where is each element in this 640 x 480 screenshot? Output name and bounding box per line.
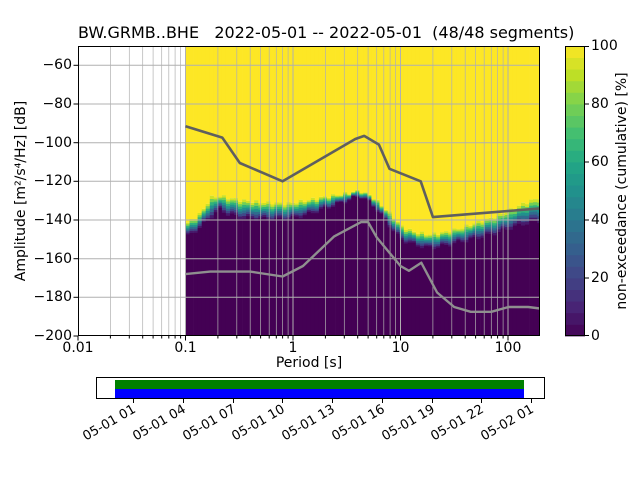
y-tick-label: −100 (33, 134, 72, 151)
coverage-tick-mark (531, 399, 532, 403)
x-axis-label: Period [s] (275, 355, 343, 371)
x-tick-label: 0.01 (62, 340, 94, 356)
x-tick-label: 10 (391, 340, 410, 356)
coverage-tick-mark (232, 399, 234, 403)
y-tick-label: −60 (42, 57, 72, 74)
colorbar (565, 46, 589, 337)
colorbar-tick-label: 40 (591, 212, 609, 228)
ppsd-histogram-plot (73, 46, 540, 341)
colorbar-label: non-exceedance (cumulative) [%] (614, 72, 630, 310)
y-tick-label: −140 (33, 212, 72, 228)
colorbar-tick-label: 0 (591, 328, 600, 344)
axis-ticks (73, 64, 509, 341)
coverage-tick-mark (133, 399, 134, 403)
coverage-tick-mark (282, 399, 284, 403)
coverage-tick-mark (431, 399, 433, 403)
colorbar-canvas (565, 46, 589, 337)
y-tick-label: −180 (33, 289, 72, 306)
y-tick-label: −200 (33, 328, 72, 344)
colorbar-tick-label: 100 (591, 38, 618, 54)
coverage-tick-mark (381, 399, 383, 403)
coverage-tick-mark (182, 399, 184, 403)
axes-border (78, 46, 540, 336)
coverage-segments-bar (115, 380, 524, 389)
colorbar-tick-label: 60 (591, 154, 609, 170)
coverage-tick-mark (481, 399, 483, 403)
x-tick-label: 100 (494, 340, 522, 356)
y-tick-label: −80 (42, 96, 72, 112)
nhnm-noise-model-line (185, 124, 540, 219)
noise-model-lines (185, 124, 540, 313)
histogram-layer (185, 46, 540, 336)
coverage-tick-mark (332, 399, 333, 403)
x-tick-label: 0.1 (174, 340, 197, 356)
plot-title: BW.GRMB..BHE 2022-05-01 -- 2022-05-01 (4… (78, 23, 575, 42)
coverage-data-bar (115, 389, 524, 398)
y-tick-label: −120 (33, 173, 72, 190)
x-tick-label: 1 (288, 340, 298, 356)
ppsd-plot-canvas (73, 46, 540, 341)
colorbar-tick-label: 20 (591, 270, 609, 286)
grid-lines (78, 46, 540, 336)
nlnm-noise-model-line (185, 220, 540, 313)
colorbar-tick-label: 80 (591, 96, 609, 112)
y-tick-label: −160 (33, 250, 72, 267)
